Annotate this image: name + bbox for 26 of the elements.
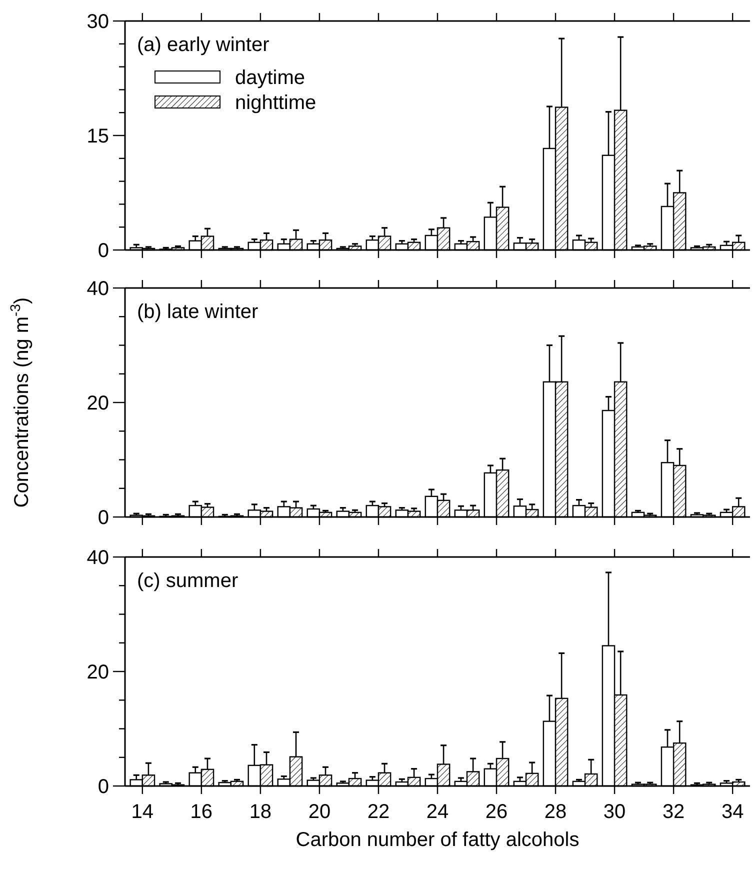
- x-tick-label: 26: [485, 801, 508, 823]
- x-tick-label: 24: [426, 801, 449, 823]
- y-tick-label: 20: [86, 392, 109, 414]
- y-tick-label: 40: [86, 547, 109, 569]
- y-tick-label: 0: [98, 776, 109, 798]
- y-tick-label: 30: [86, 11, 109, 33]
- text: (b) late winter: [137, 301, 258, 323]
- legend-label: nighttime: [235, 92, 316, 114]
- x-tick-label: 34: [721, 801, 744, 823]
- y-tick-label: 20: [86, 662, 109, 684]
- x-tick-label: 30: [603, 801, 626, 823]
- y-tick-label: 40: [86, 278, 109, 300]
- text: (c) summer: [137, 570, 238, 592]
- x-tick-label: 14: [131, 801, 154, 823]
- x-tick-label: 16: [190, 801, 213, 823]
- x-tick-label: 22: [367, 801, 390, 823]
- x-tick-label: 32: [662, 801, 685, 823]
- y-tick-label: 15: [86, 126, 109, 148]
- y-tick-label: 0: [98, 507, 109, 529]
- x-tick-label: 18: [249, 801, 272, 823]
- y-tick-label: 0: [98, 240, 109, 262]
- x-tick-label: 20: [308, 801, 331, 823]
- legend-label: daytime: [235, 67, 306, 89]
- x-axis-title: Carbon number of fatty alcohols: [296, 829, 580, 851]
- text: (a) early winter: [137, 34, 270, 56]
- x-tick-label: 28: [544, 801, 567, 823]
